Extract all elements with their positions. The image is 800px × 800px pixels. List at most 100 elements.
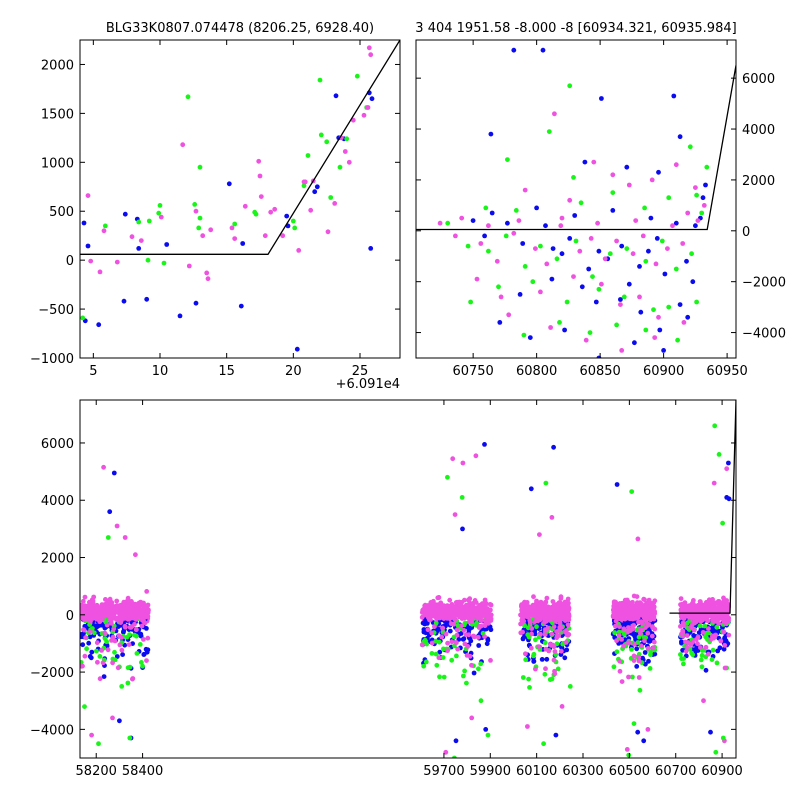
season-xtick-label: 60800 <box>516 364 557 379</box>
full-magenta-core-point <box>444 615 450 621</box>
full-blue-point <box>634 646 640 652</box>
season-green-point <box>564 299 570 305</box>
full-magenta-core-point <box>616 616 622 621</box>
full-magenta-point <box>645 646 651 651</box>
full-magenta-core-point <box>533 602 539 608</box>
full-magenta-core-point <box>444 607 450 613</box>
full-magenta-point <box>129 624 135 630</box>
season-ytick-label: 6000 <box>742 72 775 87</box>
full-magenta-core-point <box>565 601 571 607</box>
season-blue-point <box>677 302 683 307</box>
season-green-point <box>567 83 573 89</box>
zoom-magenta-point <box>101 228 107 234</box>
full-magenta-core-point <box>130 611 135 616</box>
full-ytick-label: −4000 <box>30 723 74 738</box>
season-blue-point <box>685 314 691 320</box>
zoom-blue-point <box>81 220 87 226</box>
season-green-point <box>666 195 672 201</box>
season-green-point <box>503 233 509 239</box>
full-magenta-core-point <box>708 606 713 612</box>
full-magenta-core-point <box>519 602 524 608</box>
full-magenta-point <box>700 630 706 635</box>
full-magenta-core-point <box>440 605 445 610</box>
full-magenta-core-point <box>449 614 454 620</box>
full-green-outlier <box>626 752 632 758</box>
full-magenta-core-point <box>533 606 539 612</box>
zoom-magenta-point <box>88 258 94 264</box>
season-blue-point <box>582 159 588 165</box>
full-magenta-core-point <box>538 610 544 616</box>
season-blue-point <box>648 215 654 221</box>
full-magenta-core-point <box>128 615 134 621</box>
full-magenta-outlier <box>101 464 106 470</box>
zoom-magenta-point <box>342 149 348 154</box>
full-magenta-core-point <box>543 599 548 605</box>
full-green-outlier <box>485 732 491 738</box>
season-magenta-point <box>459 215 465 221</box>
full-magenta-core-point <box>435 608 441 614</box>
full-blue-point <box>114 654 120 659</box>
season-green-point <box>530 279 536 285</box>
full-magenta-outlier <box>624 747 630 752</box>
full-magenta-point <box>626 674 631 680</box>
full-magenta-outlier <box>443 749 449 755</box>
full-magenta-core-point <box>104 622 110 628</box>
full-green-point <box>84 646 89 652</box>
full-magenta-point <box>564 628 569 633</box>
full-green-point <box>706 630 711 636</box>
zoom-green-point <box>185 94 191 100</box>
zoom-ytick-label: 500 <box>49 205 74 220</box>
full-magenta-core-point <box>703 602 708 608</box>
full-magenta-core-point <box>619 606 625 612</box>
full-blue-point <box>680 647 685 653</box>
zoom-green-point <box>344 136 350 142</box>
full-magenta-point <box>455 646 461 652</box>
season-blue-point <box>586 266 592 272</box>
season-magenta-point <box>453 233 458 239</box>
full-green-outlier <box>720 520 725 526</box>
season-magenta-point <box>695 218 701 224</box>
full-green-point <box>462 620 468 626</box>
full-green-outlier <box>631 721 637 726</box>
full-magenta-point <box>695 641 700 647</box>
season-green-point <box>624 246 630 252</box>
full-magenta-point <box>684 644 690 650</box>
full-magenta-core-point <box>422 602 428 608</box>
full-green-point <box>127 632 132 637</box>
full-magenta-core-point <box>477 615 483 621</box>
full-magenta-point <box>83 635 88 640</box>
full-green-point <box>681 656 686 661</box>
full-magenta-core-point <box>480 604 485 610</box>
full-magenta-point <box>436 655 442 661</box>
full-magenta-outlier <box>473 453 479 459</box>
season-ytick-label: 0 <box>742 225 750 240</box>
full-magenta-point <box>718 638 724 644</box>
season-blue-point <box>618 297 623 302</box>
season-blue-point <box>511 47 517 53</box>
full-magenta-point <box>678 624 683 629</box>
full-magenta-core-point <box>527 618 533 623</box>
full-blue-point <box>622 622 628 628</box>
full-blue-point <box>562 655 568 661</box>
full-blue-point <box>120 652 125 657</box>
zoom-blue-point <box>294 346 300 352</box>
full-magenta-point <box>443 631 449 637</box>
full-green-point <box>534 624 539 630</box>
zoom-green-point <box>146 218 152 224</box>
full-green-point <box>139 660 144 665</box>
zoom-green-point <box>156 210 162 216</box>
zoom-green-point <box>161 260 167 266</box>
full-green-point <box>423 659 429 665</box>
full-magenta-point <box>475 634 481 640</box>
full-magenta-core-point <box>611 599 617 605</box>
season-magenta-point <box>693 185 698 191</box>
full-green-point <box>542 640 548 646</box>
full-magenta-point <box>533 666 538 672</box>
full-magenta-point <box>543 646 549 652</box>
season-green-point <box>694 299 699 305</box>
full-green-point <box>614 649 620 655</box>
full-green-point <box>461 673 466 679</box>
full-green-outlier <box>713 749 719 755</box>
full-magenta-outlier <box>89 732 94 738</box>
full-magenta-core-point <box>440 613 445 618</box>
